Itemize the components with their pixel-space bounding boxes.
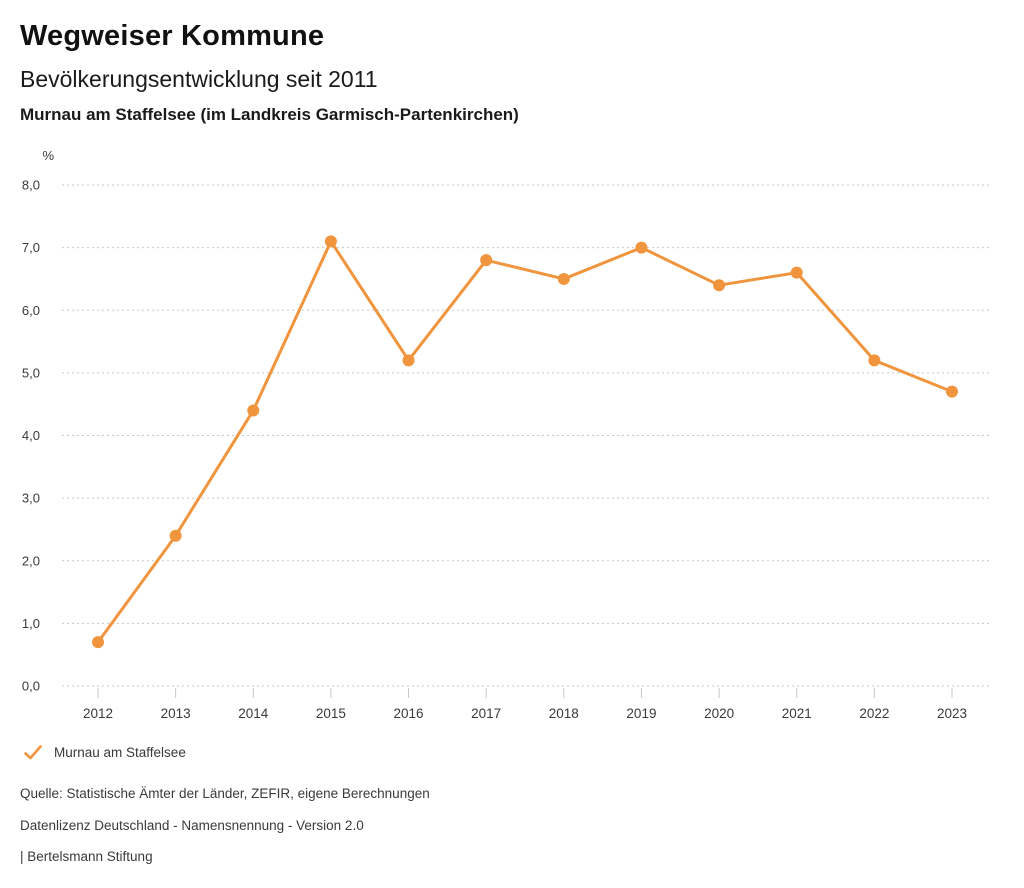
data-point-2014 <box>247 404 260 417</box>
x-tick-label: 2013 <box>161 706 191 721</box>
data-point-2017 <box>480 254 493 267</box>
data-point-2015 <box>324 235 337 248</box>
y-tick-label: 2,0 <box>22 553 40 568</box>
x-tick-label: 2015 <box>316 706 346 721</box>
check-icon <box>24 745 42 760</box>
data-point-2022 <box>868 354 881 367</box>
y-tick-label: 1,0 <box>22 616 40 631</box>
y-tick-label: 5,0 <box>22 365 40 380</box>
x-tick-label: 2016 <box>394 706 424 721</box>
y-tick-label: 7,0 <box>22 240 40 255</box>
legend-label: Murnau am Staffelsee <box>54 745 186 760</box>
chart-region-subtitle: Murnau am Staffelsee (im Landkreis Garmi… <box>20 105 519 124</box>
data-point-2012 <box>92 636 104 649</box>
data-point-2018 <box>557 272 570 285</box>
source-text: Quelle: Statistische Ämter der Länder, Z… <box>20 786 430 801</box>
attribution-text: | Bertelsmann Stiftung <box>20 849 153 864</box>
x-tick-label: 2017 <box>471 706 501 721</box>
y-tick-label: 6,0 <box>22 303 40 318</box>
y-tick-label: 0,0 <box>22 679 40 694</box>
data-point-2021 <box>790 266 803 279</box>
y-tick-label: 3,0 <box>22 491 40 506</box>
data-point-2013 <box>169 529 182 542</box>
x-tick-label: 2021 <box>782 706 812 721</box>
line-chart-canvas: % 0,0 1,0 2,0 3,0 4,0 5,0 6,0 7,0 8,0 2012 2013 2014… <box>22 148 990 721</box>
x-tick-label: 2020 <box>704 706 734 721</box>
data-point-2020 <box>713 279 726 292</box>
x-tick-label: 2019 <box>626 706 656 721</box>
y-tick-label: 8,0 <box>22 178 40 193</box>
series-line-murnau-am-staffelsee <box>96 239 954 644</box>
chart-title: Bevölkerungsentwicklung seit 2011 <box>20 66 378 92</box>
x-tick-label: 2022 <box>859 706 889 721</box>
x-tick-label: 2023 <box>937 706 967 721</box>
x-tick-label: 2014 <box>238 706 269 721</box>
license-text: Datenlizenz Deutschland - Namensnennung … <box>20 818 364 833</box>
x-tick-label: 2012 <box>83 706 113 721</box>
y-tick-label: 4,0 <box>22 428 40 443</box>
data-point-2019 <box>635 241 648 254</box>
data-point-2023 <box>946 385 958 398</box>
data-point-2016 <box>402 354 415 367</box>
page-title: Wegweiser Kommune <box>20 20 325 52</box>
x-tick-label: 2018 <box>549 706 579 721</box>
y-axis-unit-label: % <box>42 148 54 163</box>
legend-item-murnau[interactable]: Murnau am Staffelsee <box>24 745 186 760</box>
